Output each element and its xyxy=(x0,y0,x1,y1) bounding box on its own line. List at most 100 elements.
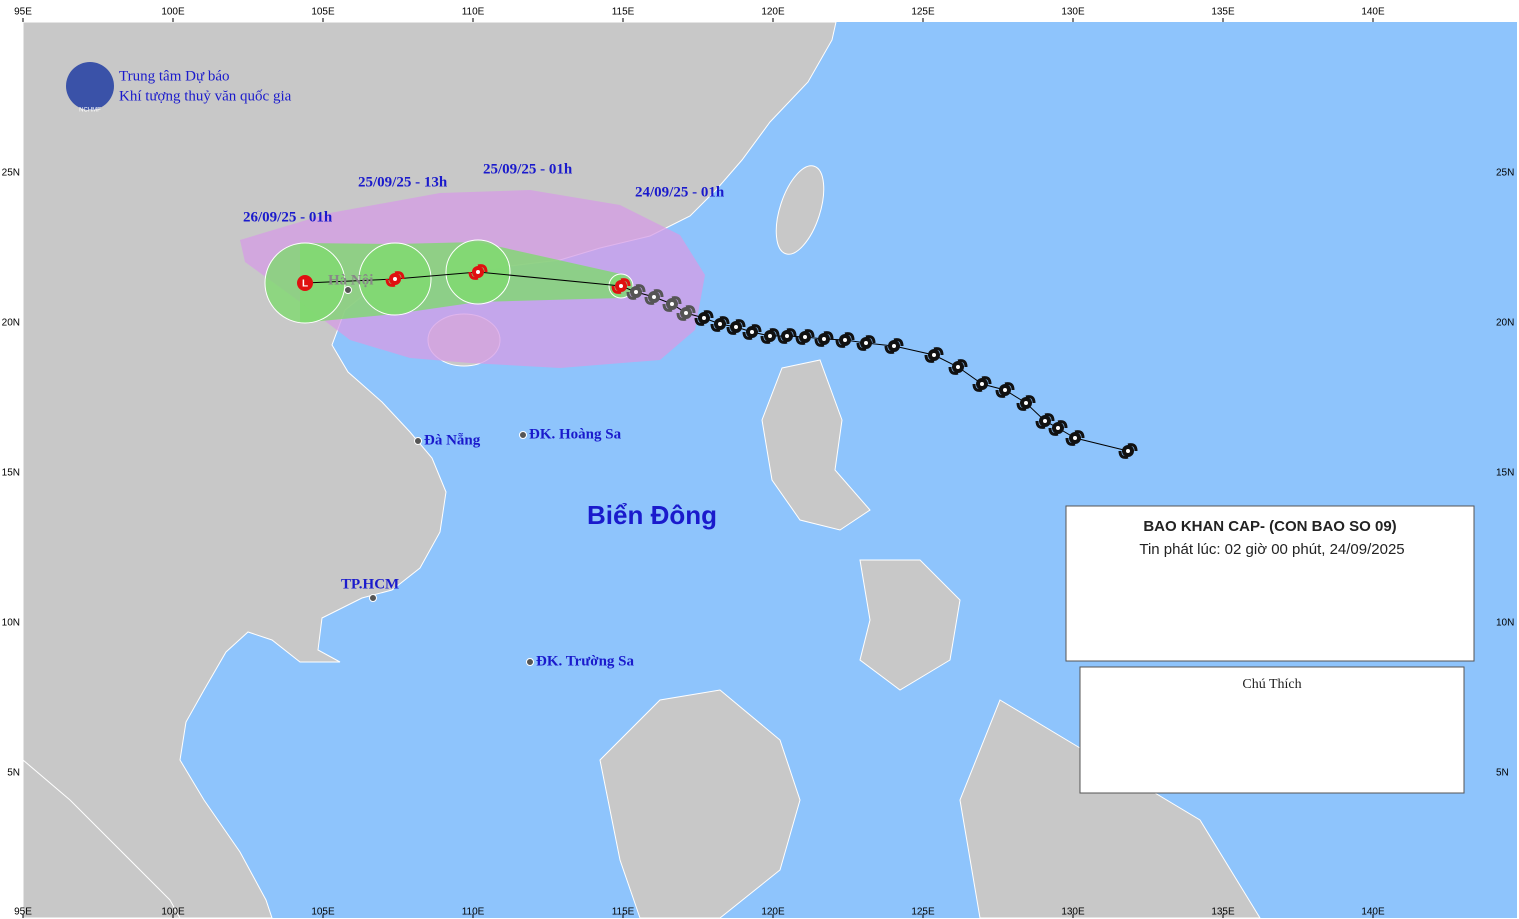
bulletin-box xyxy=(1065,505,1475,662)
past-position-arm xyxy=(814,331,834,347)
forecast-position-arm xyxy=(468,264,488,280)
past-position-eye xyxy=(1003,388,1007,392)
forecast-label: 26/09/25 - 01h xyxy=(243,209,333,225)
past-position-eye xyxy=(1056,426,1060,430)
past-position-eye xyxy=(684,311,688,315)
logo-text: NCHMF xyxy=(79,108,101,114)
past-position-arm xyxy=(856,335,876,351)
low-symbol: L xyxy=(302,279,308,290)
lon-label: 140E xyxy=(1361,7,1385,18)
lon-label: 110E xyxy=(462,7,485,18)
past-position-arm xyxy=(676,305,696,321)
place-label: ĐK. Hoàng Sa xyxy=(529,426,622,442)
past-position-arm xyxy=(924,347,944,363)
lat-label: 5N xyxy=(7,768,20,779)
place-label: ĐK. Trường Sa xyxy=(536,653,635,669)
luzon xyxy=(761,359,871,531)
past-position-arm xyxy=(644,289,664,305)
lon-label: 120E xyxy=(761,7,785,18)
past-position-arm xyxy=(626,284,646,300)
past-position-eye xyxy=(652,295,656,299)
low-position xyxy=(297,275,313,291)
visayas-mindanao xyxy=(859,559,961,691)
past-position-arm xyxy=(1065,430,1085,446)
past-position-arm xyxy=(694,310,714,326)
lon-label: 100E xyxy=(161,7,185,18)
past-position-arm xyxy=(742,324,762,340)
lon-label: 105E xyxy=(311,907,335,918)
past-position-eye xyxy=(980,382,984,386)
place-dot xyxy=(344,286,352,294)
lon-label: 135E xyxy=(1211,7,1235,18)
past-position-eye xyxy=(956,365,960,369)
past-position-arm xyxy=(1035,413,1055,429)
past-position-eye xyxy=(822,337,826,341)
lon-label: 115E xyxy=(612,907,635,918)
past-position-arm xyxy=(1048,420,1068,436)
forecast-label: 24/09/25 - 01h xyxy=(635,184,725,200)
past-position-arm xyxy=(835,332,855,348)
bulletin: BAO KHAN CAP- (CON BAO SO 09) Tin phát l… xyxy=(1065,505,1475,662)
current-position-eye xyxy=(619,284,623,288)
forecast-position-eye xyxy=(476,270,480,274)
bulletin-issued: Tin phát lúc: 02 giờ 00 phút, 24/09/2025 xyxy=(1139,541,1404,558)
sea-name: Biển Đông xyxy=(587,500,717,530)
past-position-eye xyxy=(1043,419,1047,423)
past-position-eye xyxy=(932,353,936,357)
mainland xyxy=(22,21,837,919)
past-position-arm xyxy=(662,296,682,312)
lon-label: 110E xyxy=(462,907,485,918)
lon-label: 140E xyxy=(1361,907,1385,918)
legend-box xyxy=(1079,666,1465,794)
lon-label: 130E xyxy=(1061,7,1085,18)
bulletin-title: BAO KHAN CAP- (CON BAO SO 09) xyxy=(1143,518,1396,535)
lat-label: 10N xyxy=(2,618,20,629)
track-line xyxy=(304,271,1129,452)
past-position-arm xyxy=(726,319,746,335)
past-position-eye xyxy=(1073,436,1077,440)
forecast-position-arm xyxy=(385,271,405,287)
past-position-arm xyxy=(777,328,797,344)
forecast-label: 25/09/25 - 13h xyxy=(358,174,448,190)
lon-label: 135E xyxy=(1211,907,1235,918)
past-position-arm xyxy=(795,329,815,345)
past-position-eye xyxy=(750,330,754,334)
lon-label: 105E xyxy=(311,7,335,18)
lon-label: 125E xyxy=(911,907,935,918)
past-position-eye xyxy=(864,341,868,345)
lat-label: 5N xyxy=(1496,768,1509,779)
lat-label: 15N xyxy=(2,468,20,479)
forecast-position-eye xyxy=(393,277,397,281)
past-position-arm xyxy=(1016,395,1036,411)
place-label: Đà Nẵng xyxy=(424,432,481,448)
org-line: Khí tượng thuỷ văn quốc gia xyxy=(119,88,292,104)
past-position-arm xyxy=(948,359,968,375)
past-position-arm xyxy=(995,382,1015,398)
place-dot xyxy=(526,658,534,666)
past-position-eye xyxy=(702,316,706,320)
lon-label: 120E xyxy=(761,907,785,918)
past-position-eye xyxy=(785,334,789,338)
borneo xyxy=(599,689,801,919)
taiwan xyxy=(775,165,825,255)
past-position-arm xyxy=(972,376,992,392)
place-dot xyxy=(369,594,377,602)
lat-label: 20N xyxy=(2,318,20,329)
past-position-eye xyxy=(892,344,896,348)
lat-label: 25N xyxy=(1496,168,1514,179)
past-position-eye xyxy=(803,335,807,339)
lat-label: 20N xyxy=(1496,318,1514,329)
past-position-eye xyxy=(1126,449,1130,453)
past-position-eye xyxy=(670,302,674,306)
past-position-eye xyxy=(1024,401,1028,405)
lon-label: 115E xyxy=(612,7,635,18)
current-position-arm xyxy=(611,278,631,294)
past-position-arm xyxy=(710,316,730,332)
place-dot xyxy=(519,431,527,439)
lon-label: 100E xyxy=(161,907,185,918)
past-position-arm xyxy=(760,328,780,344)
past-position-eye xyxy=(718,322,722,326)
lon-label: 95E xyxy=(14,907,32,918)
past-position-arm xyxy=(884,338,904,354)
